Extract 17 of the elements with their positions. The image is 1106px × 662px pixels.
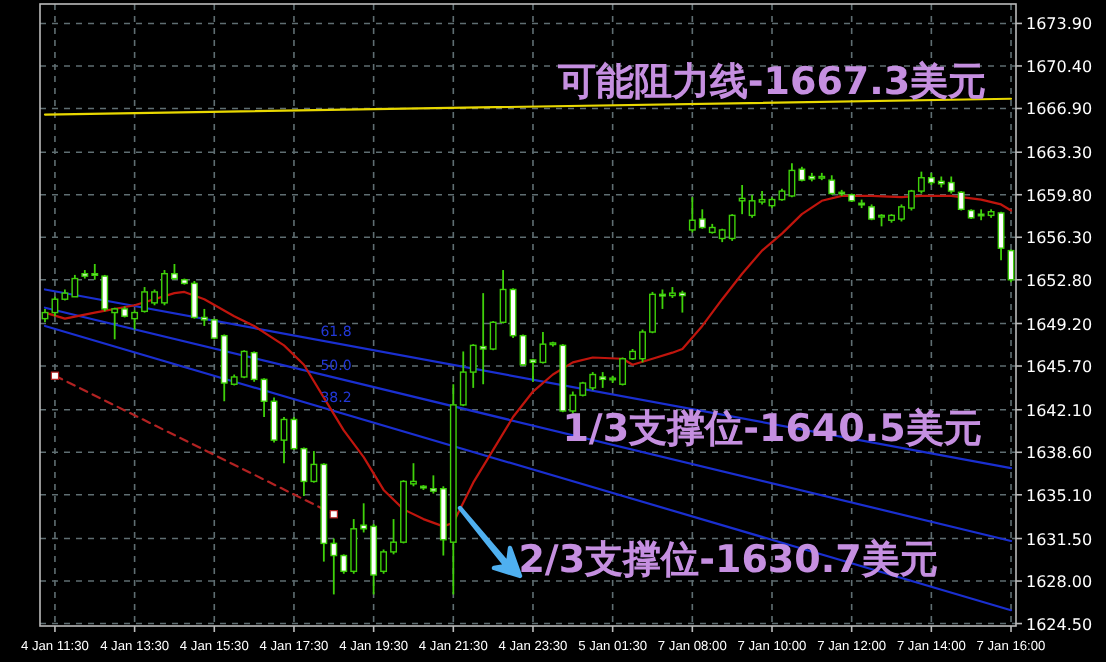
y-tick-label: 1635.10 [1026, 486, 1093, 505]
y-tick-label: 1631.50 [1026, 530, 1093, 549]
y-tick-label: 1624.50 [1026, 615, 1093, 634]
y-tick-label: 1638.60 [1026, 444, 1093, 463]
y-tick-label: 1659.80 [1026, 186, 1093, 205]
y-tick-label: 1673.90 [1026, 15, 1093, 34]
annotation: 可能阻力线-1667.3美元 [555, 59, 987, 104]
y-tick-label: 1628.00 [1026, 573, 1093, 592]
y-tick-label: 1652.80 [1026, 271, 1093, 290]
annotation: 2/3支撑位-1630.7美元 [518, 538, 938, 582]
y-tick-label: 1656.30 [1026, 229, 1093, 248]
y-tick-label: 1649.20 [1026, 315, 1093, 334]
y-tick-label: 1663.30 [1026, 144, 1093, 163]
y-tick-label: 1670.40 [1026, 57, 1093, 76]
y-tick-label: 1645.70 [1026, 358, 1093, 377]
y-tick-label: 1642.10 [1026, 401, 1093, 420]
y-tick-label: 1666.90 [1026, 100, 1093, 119]
